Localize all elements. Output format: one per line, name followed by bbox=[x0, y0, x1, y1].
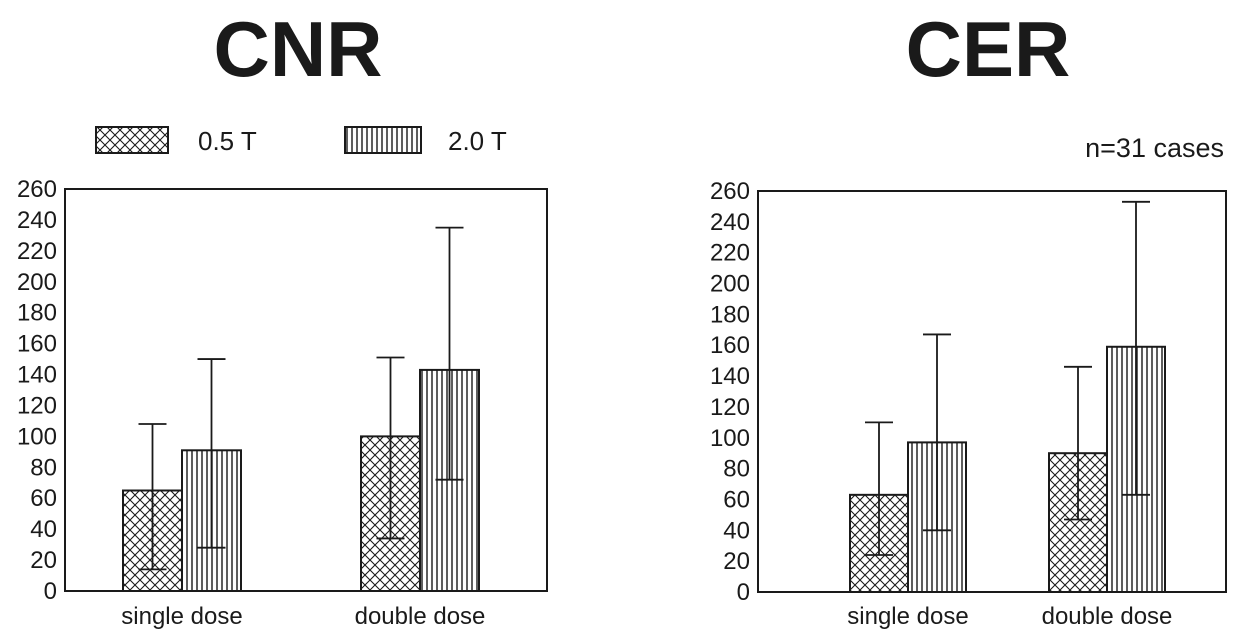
cnr-category-label: single dose bbox=[121, 603, 242, 630]
cer-y-tick-label: 20 bbox=[723, 548, 750, 575]
cer-y-tick-label: 80 bbox=[723, 456, 750, 483]
cnr-y-tick-label: 40 bbox=[30, 516, 57, 543]
cnr-chart-title: CNR bbox=[214, 5, 383, 93]
cnr-y-tick-label: 200 bbox=[17, 269, 57, 296]
cnr-y-tick-label: 220 bbox=[17, 238, 57, 265]
cnr-y-tick-label: 140 bbox=[17, 362, 57, 389]
legend-label-0-5t: 0.5 T bbox=[198, 126, 257, 156]
cnr-y-tick-label: 60 bbox=[30, 485, 57, 512]
cer-y-tick-label: 160 bbox=[710, 332, 750, 359]
cnr-y-tick-label: 20 bbox=[30, 547, 57, 574]
legend-swatch-2-0t bbox=[344, 126, 422, 154]
cer-y-tick-label: 260 bbox=[710, 178, 750, 205]
legend-label-2-0t: 2.0 T bbox=[448, 126, 507, 156]
cer-y-tick-label: 140 bbox=[710, 363, 750, 390]
cnr-y-tick-label: 160 bbox=[17, 331, 57, 358]
cer-plot-frame bbox=[757, 190, 1227, 593]
sample-size-note: n=31 cases bbox=[1085, 133, 1224, 163]
cer-y-tick-label: 240 bbox=[710, 209, 750, 236]
cer-y-tick-label: 220 bbox=[710, 240, 750, 267]
cer-y-tick-label: 100 bbox=[710, 425, 750, 452]
cnr-plot-frame bbox=[64, 188, 548, 592]
cnr-y-tick-label: 100 bbox=[17, 423, 57, 450]
cer-y-tick-label: 180 bbox=[710, 301, 750, 328]
cer-y-tick-label: 0 bbox=[737, 579, 750, 606]
cnr-y-tick-label: 0 bbox=[44, 578, 57, 605]
cnr-y-tick-label: 80 bbox=[30, 454, 57, 481]
cer-y-tick-label: 120 bbox=[710, 394, 750, 421]
cer-category-label: single dose bbox=[847, 603, 968, 630]
legend-swatch-0-5t bbox=[95, 126, 169, 154]
cnr-y-tick-label: 120 bbox=[17, 392, 57, 419]
cnr-y-tick-label: 260 bbox=[17, 176, 57, 203]
cnr-y-tick-label: 240 bbox=[17, 207, 57, 234]
cer-y-tick-label: 200 bbox=[710, 271, 750, 298]
cer-y-tick-label: 40 bbox=[723, 517, 750, 544]
cer-chart-title: CER bbox=[906, 5, 1071, 93]
cnr-y-tick-label: 180 bbox=[17, 300, 57, 327]
cnr-chart: 0 20 40 60 80 100 120 140 160 180 200 220 240 260 sing… bbox=[17, 176, 548, 630]
cer-chart: 0 20 40 60 80 100 120 140 160 180 200 220 240 260 sing… bbox=[710, 178, 1227, 630]
cer-category-label: double dose bbox=[1042, 603, 1173, 630]
cer-y-tick-label: 60 bbox=[723, 486, 750, 513]
cnr-category-label: double dose bbox=[355, 603, 486, 630]
legend: 0.5 T 2.0 T bbox=[95, 126, 507, 156]
